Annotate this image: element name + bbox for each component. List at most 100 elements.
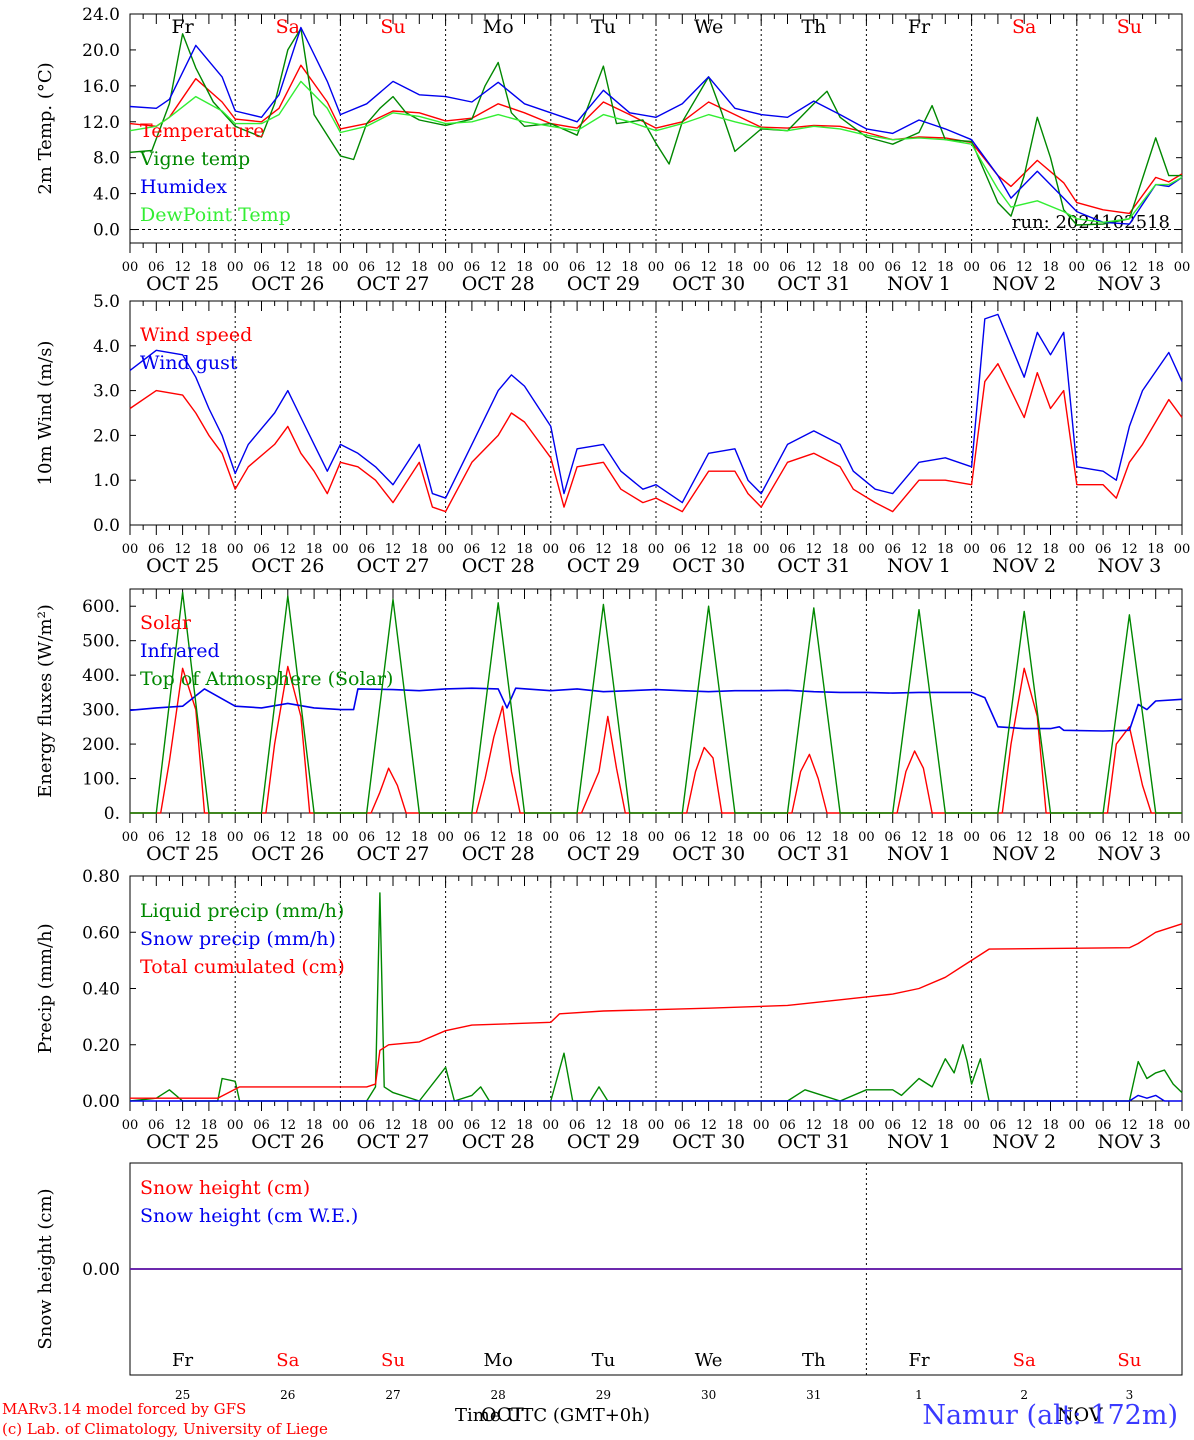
x-hour-label: 00 — [858, 1118, 875, 1133]
x-date-label: OCT 29 — [567, 555, 640, 577]
x-hour-label: 12 — [1016, 830, 1033, 845]
x-hour-label: 00 — [437, 260, 454, 275]
x-hour-label: 18 — [516, 830, 533, 845]
x-hour-label: 00 — [332, 1118, 349, 1133]
x-date-label: OCT 29 — [567, 843, 640, 865]
x-hour-label: 06 — [358, 260, 375, 275]
x-hour-label: 18 — [832, 830, 849, 845]
x-hour-label: 12 — [385, 1118, 402, 1133]
x-hour-label: 18 — [201, 542, 218, 557]
x-hour-label: 12 — [911, 1118, 928, 1133]
x-hour-label: 06 — [884, 1118, 901, 1133]
y-tick-label: 0. — [104, 804, 120, 824]
x-hour-label: 18 — [516, 260, 533, 275]
x-hour-label: 06 — [990, 542, 1007, 557]
series-line-blue — [129, 26, 1183, 225]
x-hour-label: 18 — [727, 542, 744, 557]
x-axis-title: Time UTC (GMT+0h) — [455, 1405, 650, 1426]
x-hour-label: 00 — [332, 830, 349, 845]
x-hour-label: 18 — [1147, 830, 1164, 845]
x-hour-label: 00 — [753, 260, 770, 275]
model-credit: MARv3.14 model forced by GFS — [2, 1400, 247, 1418]
x-hour-label: 12 — [490, 260, 507, 275]
x-hour-label: 00 — [332, 542, 349, 557]
x-hour-label: 12 — [806, 1118, 823, 1133]
x-hour-label: 06 — [779, 542, 796, 557]
x-hour-label: 06 — [569, 1118, 586, 1133]
x-hour-label: 18 — [937, 1118, 954, 1133]
x-hour-label: 06 — [884, 830, 901, 845]
x-hour-label: 18 — [306, 260, 323, 275]
x-hour-label: 06 — [1095, 830, 1112, 845]
weekday-label: Sa — [1013, 1350, 1036, 1371]
x-date-label: NOV 1 — [887, 1131, 951, 1153]
x-hour-label: 12 — [1016, 542, 1033, 557]
day-number-label: 27 — [385, 1388, 400, 1402]
x-hour-label: 12 — [280, 542, 297, 557]
x-hour-label: 00 — [227, 830, 244, 845]
y-tick-label: 0.00 — [82, 1260, 120, 1280]
x-hour-label: 18 — [727, 830, 744, 845]
weekday-label: We — [695, 1350, 723, 1371]
x-date-label: OCT 27 — [356, 1131, 429, 1153]
weekday-label: Su — [1117, 1350, 1141, 1371]
x-hour-label: 00 — [963, 830, 980, 845]
x-hour-label: 12 — [700, 260, 717, 275]
x-hour-label: 06 — [990, 260, 1007, 275]
x-hour-label: 12 — [174, 542, 191, 557]
x-hour-label: 06 — [990, 1118, 1007, 1133]
x-date-label: NOV 3 — [1098, 1131, 1162, 1153]
x-hour-label: 00 — [648, 1118, 665, 1133]
weekday-label: Sa — [276, 16, 300, 38]
legend-entry: Wind speed — [140, 324, 252, 346]
x-hour-label: 06 — [674, 830, 691, 845]
legend-entry: Infrared — [140, 640, 220, 662]
x-hour-label: 12 — [595, 1118, 612, 1133]
x-date-label: OCT 26 — [251, 555, 324, 577]
series-line-light_green — [129, 80, 1183, 223]
y-axis-label: Precip (mm/h) — [35, 923, 56, 1053]
legend-entry: Snow height (cm) — [140, 1177, 310, 1199]
legend-entry: DewPoint Temp — [140, 204, 291, 226]
x-date-label: NOV 3 — [1098, 843, 1162, 865]
x-hour-label: 12 — [1016, 1118, 1033, 1133]
x-hour-label: 12 — [1121, 1118, 1138, 1133]
x-hour-label: 06 — [148, 260, 165, 275]
x-date-label: NOV 3 — [1098, 273, 1162, 295]
x-hour-label: 18 — [937, 830, 954, 845]
x-hour-label: 18 — [1042, 830, 1059, 845]
x-hour-label: 18 — [832, 260, 849, 275]
x-hour-label: 06 — [990, 830, 1007, 845]
day-number-label: 28 — [491, 1388, 506, 1402]
x-hour-label: 00 — [332, 260, 349, 275]
weekday-label: Th — [802, 1350, 826, 1371]
y-tick-label: 500. — [82, 632, 120, 652]
weekday-label: Fr — [908, 1350, 929, 1371]
x-date-label: OCT 28 — [462, 1131, 535, 1153]
x-hour-label: 06 — [464, 830, 481, 845]
x-date-label: NOV 1 — [887, 555, 951, 577]
series-line-blue — [129, 313, 1183, 504]
weekday-label: Su — [380, 16, 405, 38]
weekday-label: Mo — [483, 16, 514, 38]
x-hour-label: 06 — [148, 1118, 165, 1133]
x-hour-label: 06 — [569, 542, 586, 557]
x-hour-label: 12 — [1121, 260, 1138, 275]
x-date-label: OCT 25 — [146, 273, 219, 295]
legend-entry: Liquid precip (mm/h) — [140, 900, 344, 922]
x-hour-label: 12 — [385, 260, 402, 275]
weekday-label: Su — [381, 1350, 405, 1371]
x-hour-label: 00 — [1069, 1118, 1086, 1133]
day-number-label: 29 — [596, 1388, 611, 1402]
x-hour-label: 12 — [911, 830, 928, 845]
y-tick-label: 2.0 — [93, 426, 120, 446]
x-hour-label: 18 — [411, 542, 428, 557]
x-date-label: NOV 1 — [887, 273, 951, 295]
x-hour-label: 06 — [253, 542, 270, 557]
x-hour-label: 18 — [832, 1118, 849, 1133]
y-axis-label: 10m Wind (m/s) — [35, 341, 56, 486]
x-hour-label: 18 — [516, 1118, 533, 1133]
x-hour-label: 00 — [753, 542, 770, 557]
x-hour-label: 00 — [543, 1118, 560, 1133]
x-hour-label: 00 — [437, 830, 454, 845]
